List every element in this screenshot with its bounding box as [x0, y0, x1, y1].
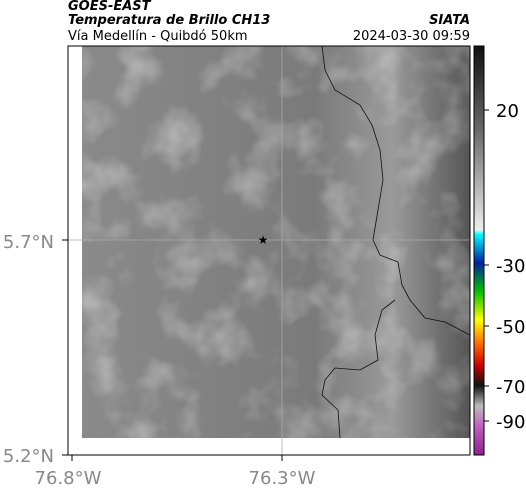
lat-label: 5.2°N	[3, 446, 54, 467]
lon-label: 76.8°W	[35, 468, 102, 489]
colorbar-label: -50	[496, 317, 525, 338]
lat-label: 5.7°N	[3, 232, 54, 253]
map-frame	[67, 45, 471, 456]
coastline	[321, 45, 471, 439]
map-area: ★	[67, 45, 471, 456]
colorbar-label: 20	[496, 101, 519, 122]
source: SIATA	[429, 13, 470, 28]
colorbar-label: -70	[496, 377, 525, 398]
agency: GOES-EAST	[68, 0, 152, 14]
subtitle: Vía Medellín - Quibdó 50km	[68, 29, 248, 44]
datetime: 2024-03-30 09:59	[353, 29, 470, 44]
colorbar-ramp	[473, 45, 485, 456]
colorbar: 20 -30 -50 -70 -90	[473, 45, 525, 456]
colorbar-label: -90	[496, 412, 525, 433]
title: Temperatura de Brillo CH13	[68, 13, 270, 28]
colorbar-label: -30	[496, 256, 525, 277]
city-marker: ★	[258, 233, 269, 247]
lon-label: 76.3°W	[249, 468, 316, 489]
